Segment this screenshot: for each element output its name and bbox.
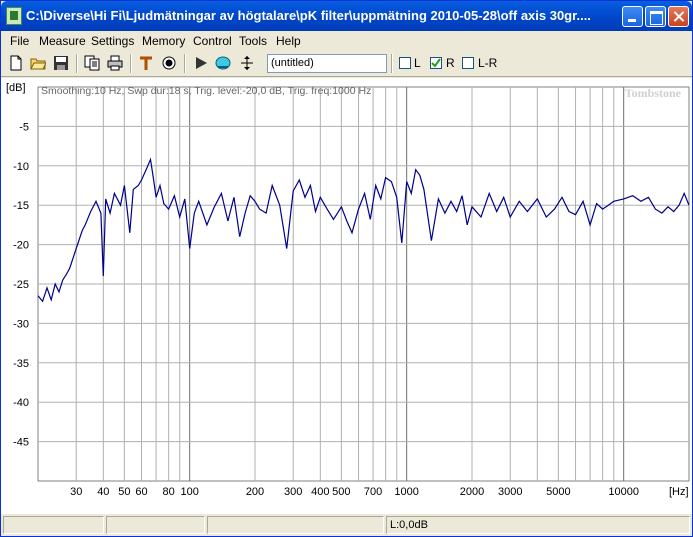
x-tick-label: 80 <box>163 486 175 498</box>
x-tick-label: 50 <box>118 486 130 498</box>
y-tick-label: -5 <box>19 121 29 133</box>
y-tick-label: -15 <box>13 200 29 212</box>
y-unit-label: [dB] <box>6 82 26 94</box>
toolbar-separator <box>184 54 186 73</box>
status-cell <box>207 516 384 534</box>
y-tick-label: -20 <box>13 240 29 252</box>
toolbar-separator <box>130 54 132 73</box>
minimize-button[interactable] <box>622 6 643 27</box>
x-tick-label: 3000 <box>498 486 522 498</box>
y-tick-label: -45 <box>13 437 29 449</box>
x-tick-label: 500 <box>332 486 350 498</box>
save-disk-icon[interactable] <box>53 55 69 71</box>
frequency-response-chart[interactable]: -5 -10 -15 -20 -25 -30 -35 -40 -45 30 40 50 60 80 100 2… <box>1 78 692 514</box>
menu-settings[interactable]: Settings <box>91 34 135 48</box>
x-tick-label: 200 <box>246 486 264 498</box>
close-button[interactable] <box>668 6 689 27</box>
y-tick-label: -35 <box>13 358 29 370</box>
channel-l-label: L <box>414 56 421 70</box>
x-tick-label: 5000 <box>546 486 570 498</box>
toolbar-separator <box>76 54 78 73</box>
window-title: C:\Diverse\Hi Fi\Ljudmätningar av högtal… <box>26 8 591 23</box>
x-tick-label: 700 <box>364 486 382 498</box>
toolbar: (untitled) L R L-R <box>1 51 692 77</box>
open-folder-icon[interactable] <box>30 55 46 71</box>
measurement-info-text: Smoothing:10 Hz, Swp dur:18 s, Trig. lev… <box>41 85 371 97</box>
x-tick-label: 1000 <box>394 486 418 498</box>
x-tick-label: 60 <box>135 486 147 498</box>
channel-l-checkbox[interactable] <box>399 57 411 69</box>
menu-memory[interactable]: Memory <box>142 34 186 48</box>
plot-area[interactable]: -5 -10 -15 -20 -25 -30 -35 -40 -45 30 40 50 60 80 100 2… <box>1 78 692 514</box>
level-readout: L:0,0dB <box>386 516 690 534</box>
maximize-button[interactable] <box>645 6 666 27</box>
checkmark-icon <box>431 58 441 68</box>
status-bar: L:0,0dB <box>1 514 692 536</box>
y-tick-label: -40 <box>13 397 29 409</box>
marker-t-icon[interactable] <box>138 55 154 71</box>
print-icon[interactable] <box>107 55 123 71</box>
menu-control[interactable]: Control <box>193 34 232 48</box>
response-trace <box>37 157 690 303</box>
play-icon[interactable] <box>193 55 209 71</box>
menu-file[interactable]: File <box>10 34 30 48</box>
x-tick-label: 10000 <box>608 486 639 498</box>
menu-tools[interactable]: Tools <box>239 34 268 48</box>
title-bar[interactable]: C:\Diverse\Hi Fi\Ljudmätningar av högtal… <box>1 1 692 31</box>
app-icon[interactable] <box>6 7 22 25</box>
sweep-icon[interactable] <box>215 55 231 71</box>
x-tick-label: 40 <box>97 486 109 498</box>
copy-icon[interactable] <box>84 55 100 71</box>
y-tick-label: -30 <box>13 318 29 330</box>
channel-r-checkbox[interactable] <box>430 57 442 69</box>
target-icon[interactable] <box>161 55 177 71</box>
x-tick-label: 300 <box>284 486 302 498</box>
menu-help[interactable]: Help <box>276 34 301 48</box>
y-tick-label: -10 <box>13 161 29 173</box>
cursor-arrows-icon[interactable] <box>239 55 255 71</box>
y-tick-label: -25 <box>13 279 29 291</box>
toolbar-separator <box>391 54 393 73</box>
channel-r-label: R <box>446 56 455 70</box>
menu-measure[interactable]: Measure <box>39 34 86 48</box>
memo-field[interactable]: (untitled) <box>267 54 387 73</box>
x-tick-label: 2000 <box>460 486 484 498</box>
x-tick-label: 30 <box>70 486 82 498</box>
status-cell <box>106 516 205 534</box>
status-cell <box>3 516 104 534</box>
menu-bar: File Measure Settings Memory Control Too… <box>1 31 692 51</box>
new-file-icon[interactable] <box>8 55 24 71</box>
x-tick-label: 400 <box>311 486 329 498</box>
x-unit-label: [Hz] <box>669 486 689 498</box>
channel-lr-checkbox[interactable] <box>462 57 474 69</box>
watermark-text: Tombstone <box>625 86 682 100</box>
channel-lr-label: L-R <box>478 56 498 70</box>
x-tick-label: 100 <box>180 486 198 498</box>
